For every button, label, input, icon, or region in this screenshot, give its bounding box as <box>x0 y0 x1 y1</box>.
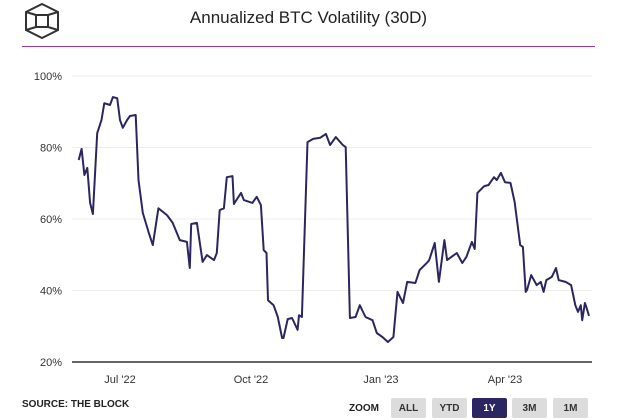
source-label: SOURCE: THE BLOCK <box>22 399 130 410</box>
zoom-3m-button[interactable]: 3M <box>512 398 547 418</box>
zoom-1y-button[interactable]: 1Y <box>472 398 507 418</box>
x-tick-label: Jul '22 <box>104 374 135 386</box>
zoom-label: ZOOM <box>349 403 379 414</box>
x-tick-label: Jan '23 <box>363 374 398 386</box>
x-tick-label: Oct '22 <box>234 374 269 386</box>
zoom-all-button[interactable]: ALL <box>391 398 426 418</box>
x-tick-label: Apr '23 <box>488 374 523 386</box>
chart-title: Annualized BTC Volatility (30D) <box>189 8 428 27</box>
y-tick-label: 100% <box>34 71 62 83</box>
volatility-chart: 20% 40% 60% 80% 100% Jul '22 Oct '22 Jan '23 Ap… <box>34 71 592 386</box>
the-block-logo-icon <box>25 2 59 40</box>
y-tick-label: 40% <box>40 286 62 298</box>
y-tick-label: 80% <box>40 143 62 155</box>
title-divider <box>22 46 595 47</box>
y-tick-label: 60% <box>40 214 62 226</box>
zoom-ytd-button[interactable]: YTD <box>432 398 467 418</box>
y-tick-label: 20% <box>40 357 62 369</box>
volatility-series-line <box>77 96 590 343</box>
zoom-1m-button[interactable]: 1M <box>553 398 588 418</box>
